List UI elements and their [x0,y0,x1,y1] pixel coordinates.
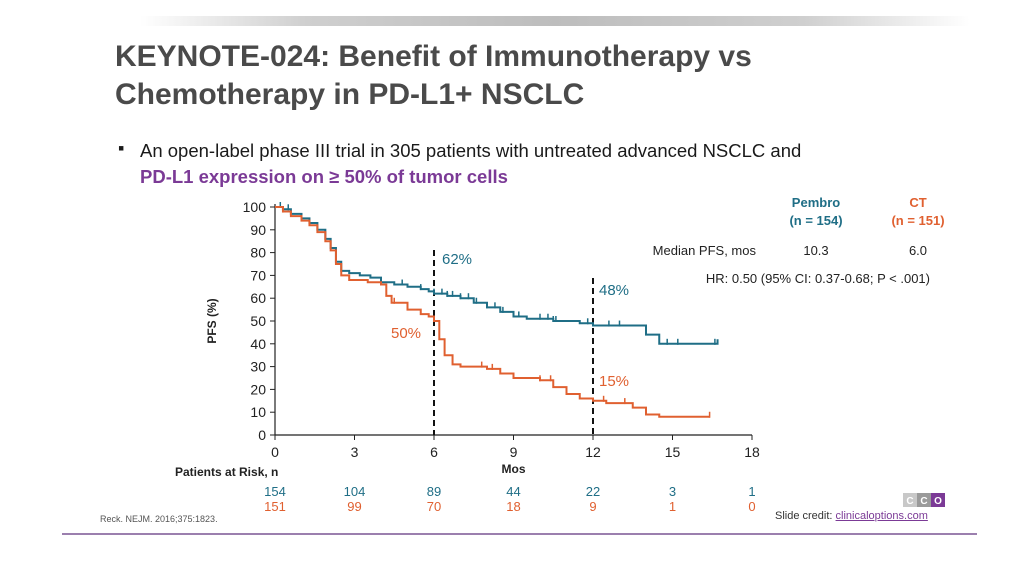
x-tick-label: 0 [271,444,279,460]
y-tick-label: 70 [250,267,266,283]
y-tick-label: 40 [250,336,266,352]
ct-n: (n = 151) [891,213,944,228]
credit-label: Slide credit: [775,510,833,522]
ct-6mo-label: 50% [391,325,421,342]
pembro-n: (n = 154) [789,213,842,228]
title-line-1: KEYNOTE-024: Benefit of Immunotherapy vs [115,40,752,73]
slide-title: KEYNOTE-024: Benefit of Immunotherapy vs… [115,38,915,114]
pembro-risk-value: 1 [748,484,755,499]
ct-risk-value: 18 [506,499,520,514]
pembro-risk-value: 104 [344,484,366,499]
bullet-text: An open-label phase III trial in 305 pat… [140,138,930,190]
pembro-risk-value: 89 [427,484,441,499]
pembro-header: Pembro [792,195,840,210]
ct-survival-line [275,206,710,418]
y-tick-label: 10 [250,404,266,420]
pembro-12mo-label: 48% [599,282,629,299]
y-tick-label: 0 [258,427,266,443]
ct-risk-value: 0 [748,499,755,514]
pembro-risk-value: 22 [586,484,600,499]
svg-text:O: O [934,496,942,507]
svg-text:C: C [920,496,927,507]
ct-risk-value: 1 [669,499,676,514]
credit-link[interactable]: clinicaloptions.com [835,510,928,522]
pembro-survival-line [275,206,719,345]
x-tick-label: 9 [510,444,518,460]
ct-risk-value: 70 [427,499,441,514]
y-tick-label: 50 [250,313,266,329]
cco-logo: C C O [903,493,945,507]
y-tick-label: 80 [250,245,266,261]
bullet-main-text: An open-label phase III trial in 305 pat… [140,140,802,161]
bottom-divider [62,533,977,535]
median-pfs-label: Median PFS, mos [653,243,757,258]
top-decorative-bar [140,16,970,26]
title-line-2: Chemotherapy in PD-L1+ NSCLC [115,78,585,111]
y-tick-label: 20 [250,381,266,397]
x-axis-label: Mos [502,462,526,476]
ct-risk-value: 99 [347,499,361,514]
pembro-median: 10.3 [803,243,828,258]
ct-header: CT [909,195,926,210]
y-axis-label: PFS (%) [205,298,219,343]
bullet-marker: ▪ [118,138,125,158]
pembro-risk-value: 44 [506,484,520,499]
x-tick-label: 6 [430,444,438,460]
y-tick-label: 30 [250,359,266,375]
x-tick-label: 15 [665,444,681,460]
svg-text:C: C [906,496,913,507]
x-tick-label: 3 [351,444,359,460]
ct-median: 6.0 [909,243,927,258]
y-tick-label: 60 [250,290,266,306]
ct-risk-value: 151 [264,499,286,514]
y-tick-label: 90 [250,222,266,238]
y-tick-label: 100 [243,199,267,215]
pembro-risk-value: 154 [264,484,286,499]
ct-12mo-label: 15% [599,373,629,390]
pembro-6mo-label: 62% [442,251,472,268]
pembro-risk-value: 3 [669,484,676,499]
bullet-highlight-text: PD-L1 expression on ≥ 50% of tumor cells [140,166,508,187]
reference-citation: Reck. NEJM. 2016;375:1823. [100,514,218,524]
x-tick-label: 12 [585,444,601,460]
ct-risk-value: 9 [589,499,596,514]
risk-table-label: Patients at Risk, n [175,465,278,479]
x-tick-label: 18 [744,444,760,460]
hazard-ratio: HR: 0.50 (95% CI: 0.37-0.68; P < .001) [706,271,930,286]
slide-credit: Slide credit: clinicaloptions.com [775,510,928,522]
